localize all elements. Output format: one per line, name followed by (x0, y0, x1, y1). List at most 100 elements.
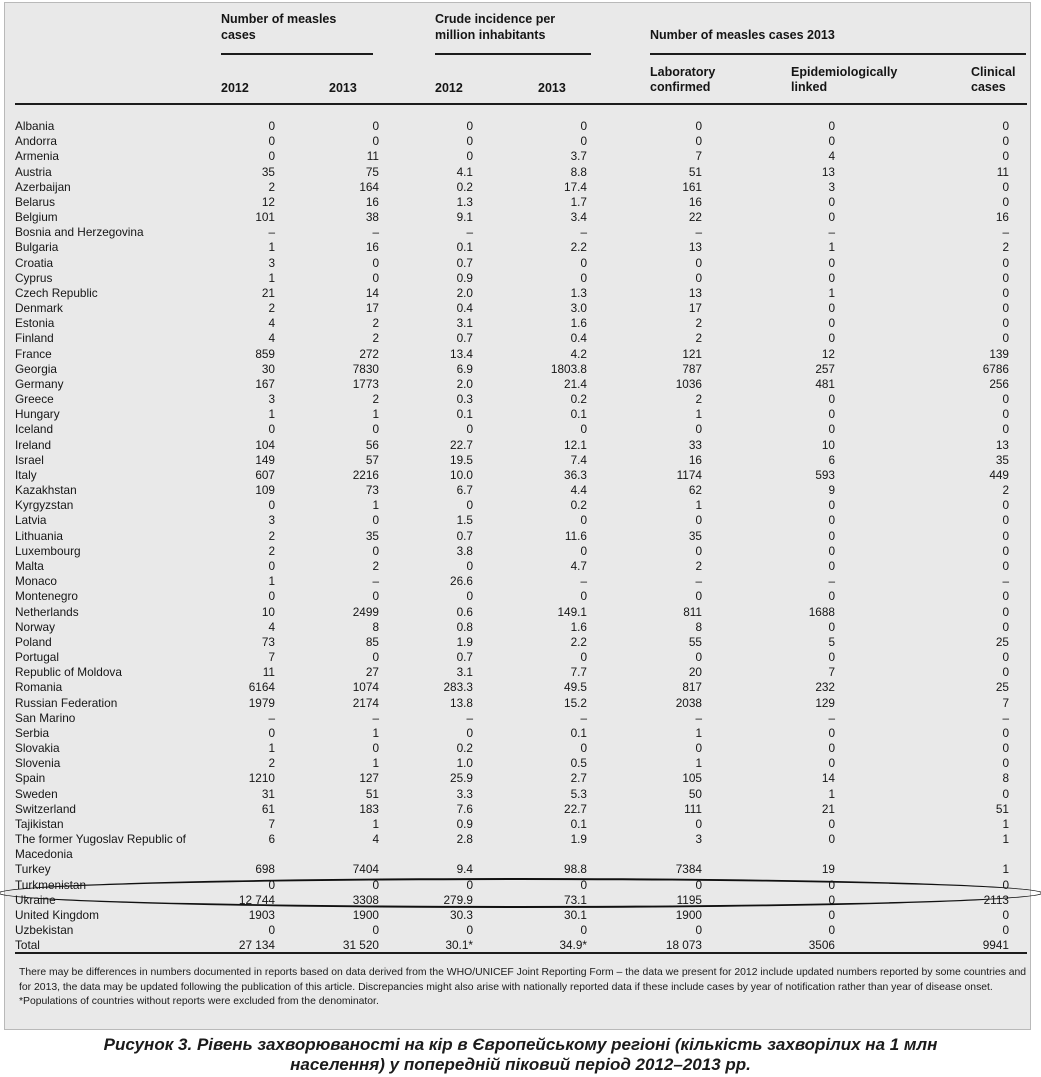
cell-epi-linked: 0 (828, 725, 835, 740)
cell-lab-confirmed: 1 (695, 407, 702, 422)
cell-clinical-cases: 7 (1002, 695, 1009, 710)
cell-lab-confirmed: 7384 (675, 862, 702, 877)
cell-cases-2013: – (372, 710, 379, 725)
country-name: Monaco (15, 574, 57, 589)
cell-incidence-2012: 0 (466, 149, 473, 164)
cell-incidence-2012: 0.2 (456, 741, 473, 756)
cell-cases-2012: 167 (255, 376, 275, 391)
cell-clinical-cases: 25 (995, 680, 1009, 695)
header-year-2013-incidence: 2013 (538, 81, 566, 95)
country-name: Malta (15, 558, 44, 573)
cell-incidence-2013: 21.4 (564, 376, 587, 391)
cell-clinical-cases: 0 (1002, 194, 1009, 209)
cell-incidence-2013: 0 (580, 877, 587, 892)
cell-incidence-2013: 0 (580, 134, 587, 149)
cell-epi-linked: 257 (815, 361, 835, 376)
cell-clinical-cases: 0 (1002, 179, 1009, 194)
cell-clinical-cases: 1 (1002, 832, 1009, 847)
cell-cases-2013: 38 (365, 210, 379, 225)
cell-incidence-2012: – (466, 225, 473, 240)
cell-cases-2013: 1 (372, 725, 379, 740)
cell-incidence-2013: 1803.8 (550, 361, 587, 376)
table-bottom-rule (15, 952, 1027, 954)
table-row: Austria 35 75 4.1 8.8 51 13 11 (15, 165, 1027, 180)
cell-clinical-cases: 0 (1002, 756, 1009, 771)
cell-incidence-2013: 0.4 (570, 331, 587, 346)
country-name: Kyrgyzstan (15, 498, 74, 513)
table-row: Republic of Moldova 11 27 3.1 7.7 20 7 0 (15, 665, 1027, 680)
cell-epi-linked: 0 (828, 301, 835, 316)
country-name: Montenegro (15, 589, 78, 604)
cell-incidence-2013: 73.1 (564, 892, 587, 907)
cell-epi-linked: 1 (828, 786, 835, 801)
country-name: Portugal (15, 650, 59, 665)
table-row: Belarus 12 16 1.3 1.7 16 0 0 (15, 195, 1027, 210)
cell-cases-2012: 859 (255, 346, 275, 361)
cell-cases-2012: 0 (268, 725, 275, 740)
country-name: Ireland (15, 437, 52, 452)
table-row: Total 27 134 31 520 30.1* 34.9* 18 073 3506 994… (15, 938, 1027, 953)
country-name: Lithuania (15, 528, 63, 543)
cell-clinical-cases: 0 (1002, 498, 1009, 513)
cell-incidence-2013: 22.7 (564, 801, 587, 816)
cell-epi-linked: 0 (828, 832, 835, 847)
cell-cases-2013: 1074 (352, 680, 379, 695)
cell-cases-2012: 7 (268, 816, 275, 831)
cell-epi-linked: 10 (821, 437, 835, 452)
cell-epi-linked: 593 (815, 467, 835, 482)
cell-cases-2012: 0 (268, 422, 275, 437)
cell-clinical-cases: 2 (1002, 483, 1009, 498)
cell-epi-linked: 13 (821, 164, 835, 179)
cell-lab-confirmed: 2 (695, 558, 702, 573)
cell-epi-linked: 0 (828, 119, 835, 133)
cell-clinical-cases: 0 (1002, 316, 1009, 331)
cell-epi-linked: 0 (828, 270, 835, 285)
header-cases-rule (221, 53, 373, 55)
cell-lab-confirmed: 18 073 (665, 938, 702, 953)
cell-clinical-cases: 0 (1002, 134, 1009, 149)
cell-cases-2013: 7830 (352, 361, 379, 376)
cell-lab-confirmed: 0 (695, 543, 702, 558)
cell-epi-linked: 4 (828, 149, 835, 164)
country-name: The former Yugoslav Republic of Macedoni… (15, 832, 186, 862)
cell-epi-linked: 0 (828, 543, 835, 558)
header-incidence-rule (435, 53, 591, 55)
cell-incidence-2012: 0.9 (456, 816, 473, 831)
country-name: Croatia (15, 255, 54, 270)
cell-clinical-cases: 0 (1002, 877, 1009, 892)
cell-lab-confirmed: 2038 (675, 695, 702, 710)
cell-incidence-2012: 30.3 (450, 907, 473, 922)
cell-cases-2013: 0 (372, 877, 379, 892)
caption-line-1: Рисунок 3. Рівень захворюваності на кір … (103, 1035, 938, 1054)
cell-incidence-2013: 0 (580, 119, 587, 133)
cell-incidence-2012: 0 (466, 498, 473, 513)
cell-incidence-2012: 0 (466, 923, 473, 938)
cell-cases-2013: 0 (372, 923, 379, 938)
cell-clinical-cases: 0 (1002, 270, 1009, 285)
cell-incidence-2012: 6.9 (456, 361, 473, 376)
cell-lab-confirmed: 2 (695, 392, 702, 407)
cell-incidence-2012: – (466, 710, 473, 725)
cell-incidence-2013: 98.8 (564, 862, 587, 877)
cell-incidence-2012: 0 (466, 134, 473, 149)
cell-cases-2013: 1 (372, 407, 379, 422)
cell-incidence-2012: 0 (466, 589, 473, 604)
country-name: France (15, 346, 52, 361)
table-panel: Number of measles cases Crude incidence … (4, 2, 1031, 1030)
cell-cases-2013: 2 (372, 392, 379, 407)
cell-incidence-2012: 0 (466, 725, 473, 740)
cell-incidence-2013: 7.4 (570, 452, 587, 467)
cell-cases-2012: 0 (268, 498, 275, 513)
cell-cases-2012: 12 744 (238, 892, 275, 907)
cell-clinical-cases: 0 (1002, 923, 1009, 938)
cell-lab-confirmed: 35 (688, 528, 702, 543)
cell-cases-2013: 35 (365, 528, 379, 543)
cell-cases-2013: 75 (365, 164, 379, 179)
cell-incidence-2012: 3.8 (456, 543, 473, 558)
table-row: Russian Federation 1979 2174 13.8 15.2 2038 12… (15, 696, 1027, 711)
cell-cases-2012: 4 (268, 331, 275, 346)
cell-cases-2012: 2 (268, 543, 275, 558)
cell-cases-2012: 30 (261, 361, 275, 376)
country-name: United Kingdom (15, 907, 99, 922)
cell-clinical-cases: 0 (1002, 786, 1009, 801)
